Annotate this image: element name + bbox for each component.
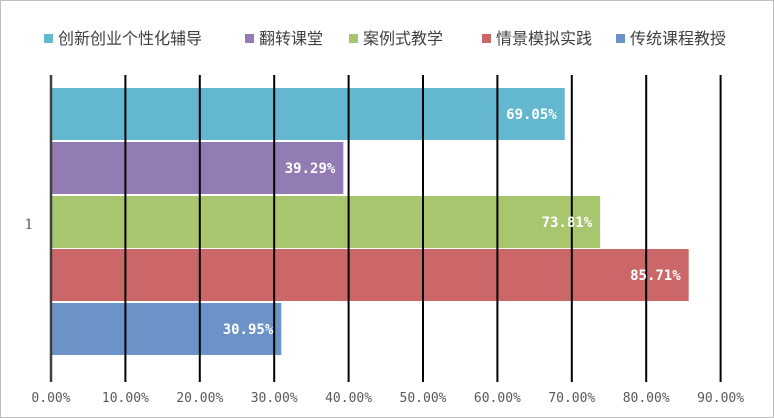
legend-label: 案例式教学 bbox=[363, 29, 443, 48]
data-labels: 69.05% 39.29% 73.81% 85.71% 30.95% bbox=[223, 107, 682, 338]
x-tick-labels: 0.00% 10.00% 20.00% 30.00% 40.00% 50.00% 60.00… bbox=[31, 391, 744, 406]
legend-label: 创新创业个性化辅导 bbox=[58, 29, 202, 48]
data-label: 85.71% bbox=[630, 268, 681, 284]
x-tick-label: 40.00% bbox=[325, 391, 372, 406]
legend: 创新创业个性化辅导 翻转课堂 案例式教学 情景模拟实践 传统课程教授 bbox=[44, 29, 726, 48]
x-tick-label: 20.00% bbox=[176, 391, 223, 406]
legend-swatch bbox=[616, 34, 625, 43]
legend-label: 情景模拟实践 bbox=[496, 29, 592, 48]
data-label: 39.29% bbox=[285, 161, 336, 177]
x-tick-label: 60.00% bbox=[474, 391, 521, 406]
data-label: 30.95% bbox=[223, 322, 274, 338]
x-tick-label: 0.00% bbox=[31, 391, 70, 406]
legend-swatch bbox=[482, 34, 491, 43]
bars bbox=[51, 88, 689, 355]
legend-swatch bbox=[245, 34, 254, 43]
x-tick-label: 50.00% bbox=[400, 391, 447, 406]
legend-swatch bbox=[349, 34, 358, 43]
x-tick-label: 80.00% bbox=[623, 391, 670, 406]
data-label: 73.81% bbox=[542, 215, 593, 231]
legend-label: 传统课程教授 bbox=[630, 29, 726, 48]
legend-label: 翻转课堂 bbox=[259, 29, 323, 48]
axis: 1 bbox=[25, 75, 53, 382]
x-tick-label: 90.00% bbox=[697, 391, 744, 406]
bar bbox=[51, 142, 344, 194]
gridlines bbox=[124, 75, 722, 382]
bar bbox=[51, 249, 689, 301]
x-tick-label: 30.00% bbox=[251, 391, 298, 406]
x-tick-label: 70.00% bbox=[548, 391, 595, 406]
bar bbox=[51, 303, 282, 355]
category-label: 1 bbox=[25, 217, 34, 233]
legend-swatch bbox=[44, 34, 53, 43]
bar bbox=[51, 88, 565, 140]
data-label: 69.05% bbox=[506, 107, 557, 123]
bar bbox=[51, 196, 601, 248]
x-tick-label: 10.00% bbox=[102, 391, 149, 406]
